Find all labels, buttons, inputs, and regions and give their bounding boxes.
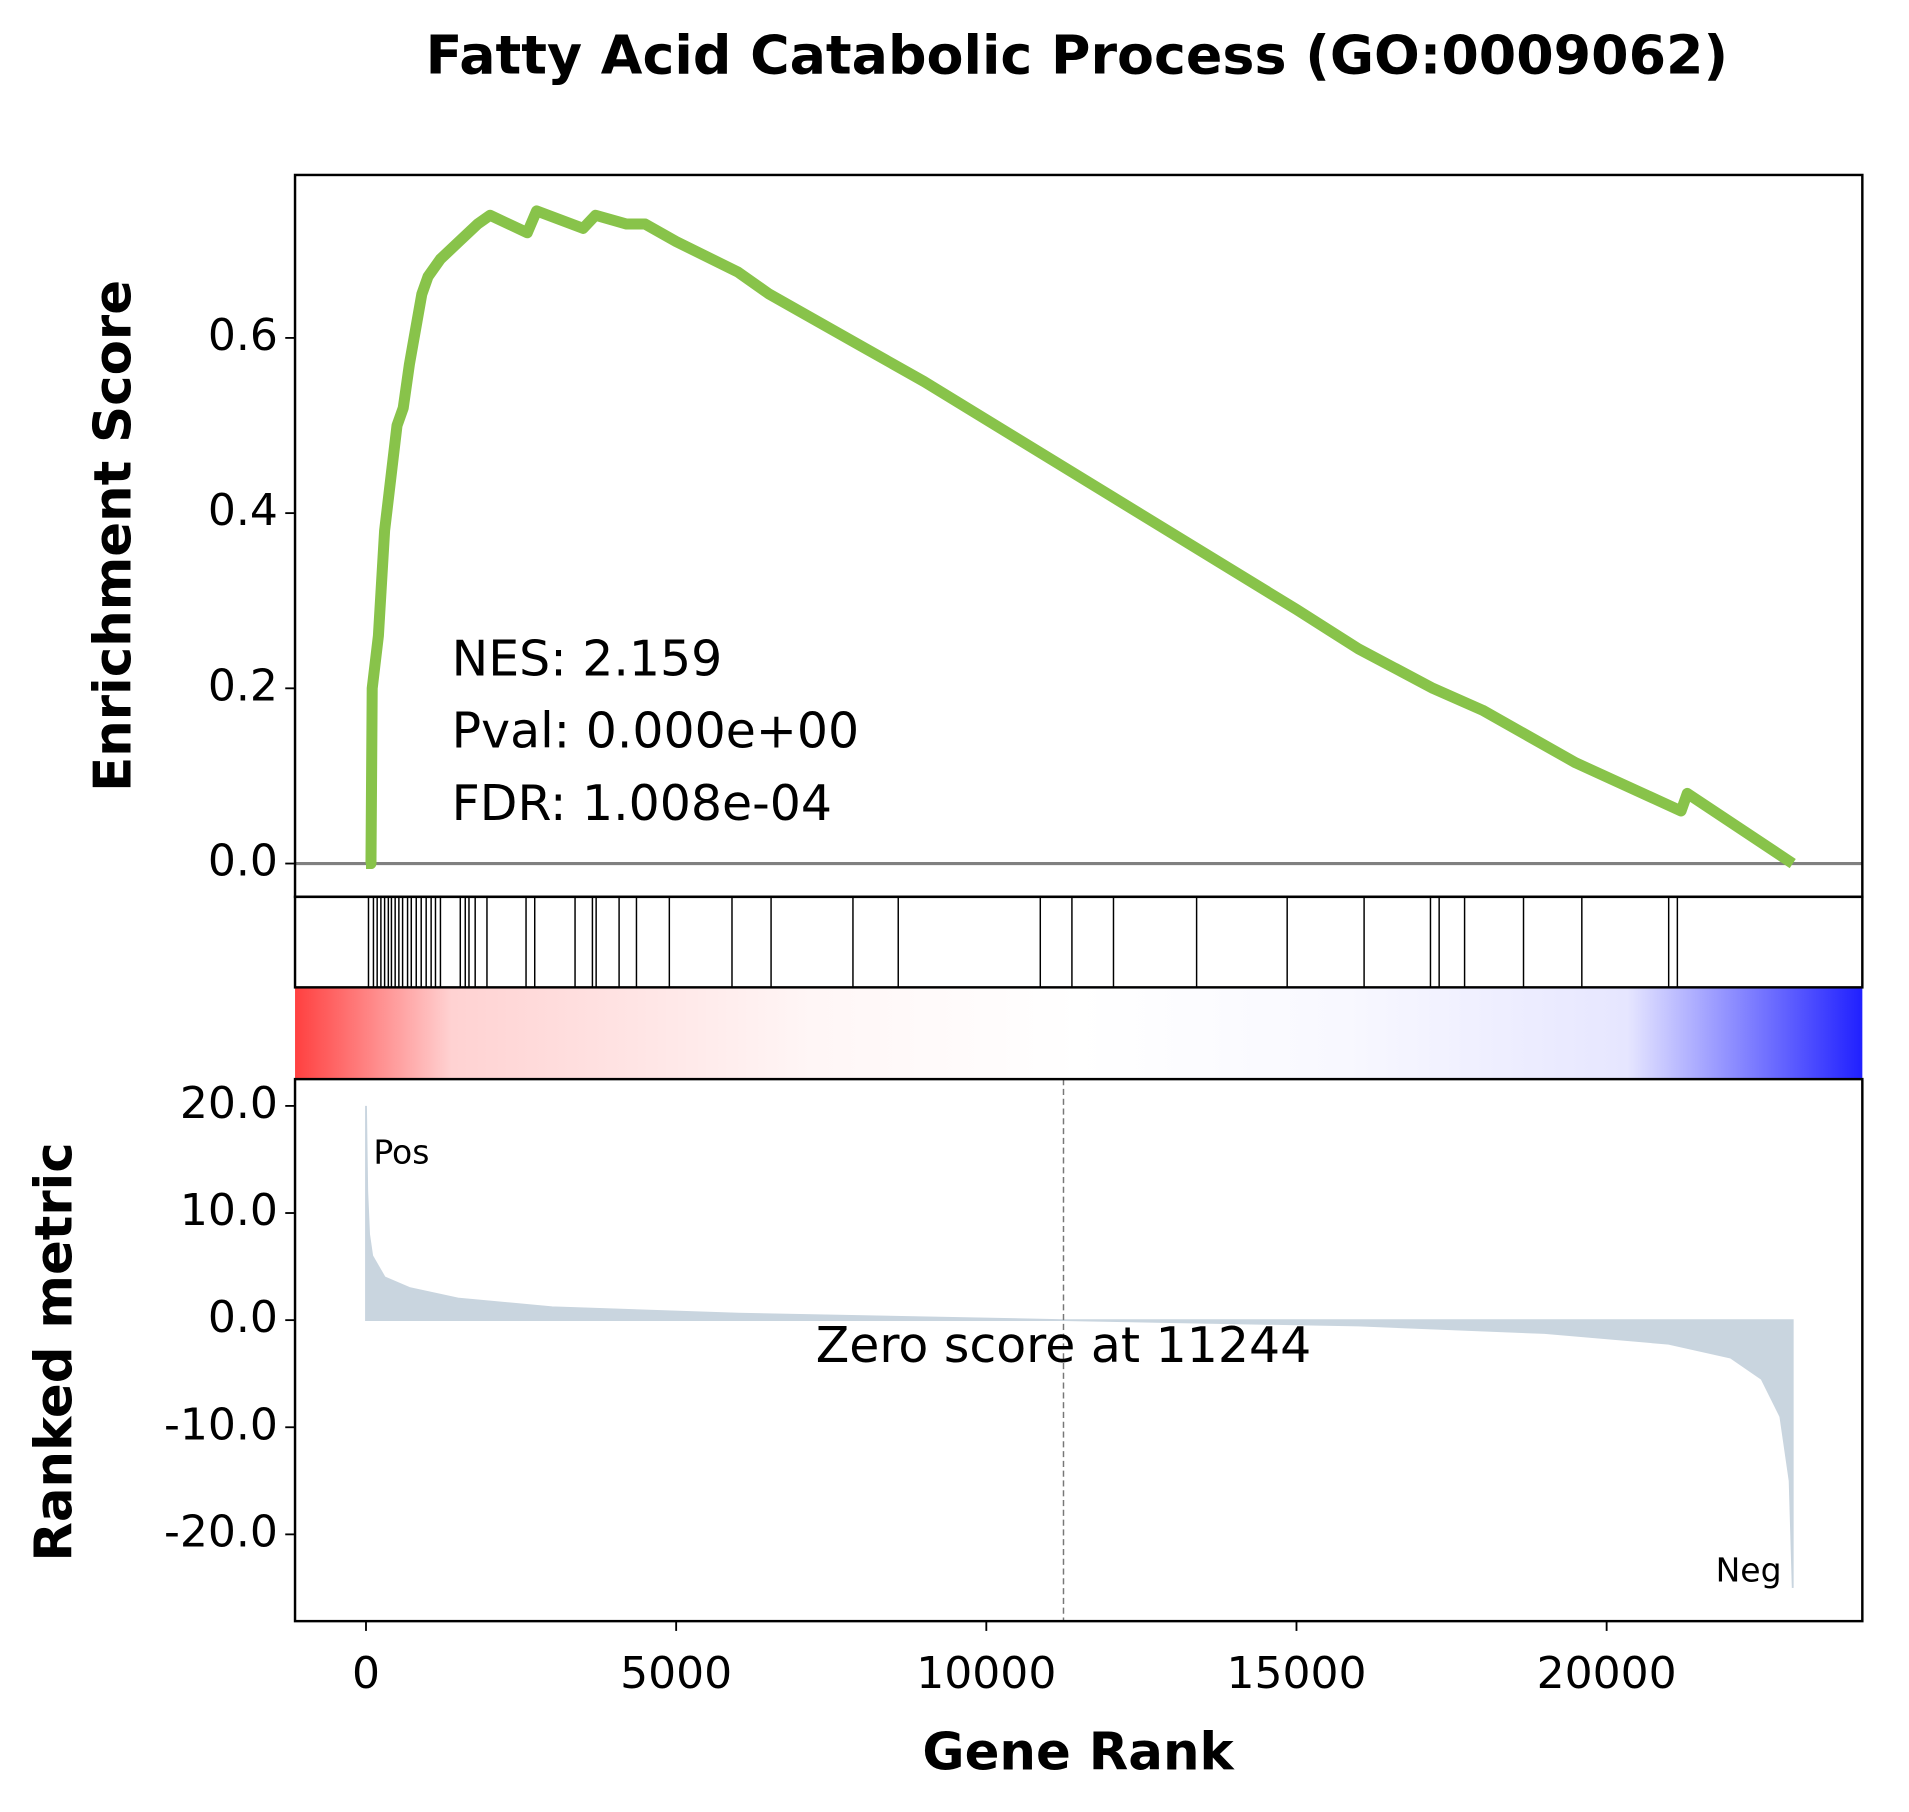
plot-frame (293, 1077, 1864, 1623)
x-tick-label: 0 (352, 1648, 380, 1699)
annotation: NES: 2.159 (452, 630, 723, 687)
annotation: FDR: 1.008e-04 (452, 775, 832, 832)
x-tick-label: 15000 (1226, 1648, 1366, 1699)
y-tick-label: -20.0 (164, 1506, 278, 1557)
zero-label: Zero score at 11244 (816, 1317, 1311, 1374)
x-tick-label: 5000 (620, 1648, 732, 1699)
x-tick-label: 10000 (916, 1648, 1056, 1699)
neg-label: Neg (1716, 1551, 1782, 1590)
color-bar (295, 987, 1863, 1080)
y-tick-label: 0.0 (208, 836, 278, 887)
y-tick-label: 0.2 (208, 660, 278, 711)
y-tick-label: 20.0 (180, 1078, 278, 1129)
chart-title: Fatty Acid Catabolic Process (GO:0009062… (426, 23, 1729, 86)
plot-frame (293, 895, 1864, 989)
y-tick-label: -10.0 (164, 1399, 278, 1450)
x-axis-label: Gene Rank (922, 1723, 1235, 1783)
y-axis-label: Ranked metric (25, 1142, 85, 1561)
annotation: Pval: 0.000e+00 (452, 703, 859, 760)
y-tick-label: 10.0 (180, 1185, 278, 1236)
pos-label: Pos (373, 1132, 429, 1171)
y-tick-label: 0.4 (208, 485, 278, 536)
y-tick-label: 0.6 (208, 310, 278, 361)
enrichment-line (365, 205, 1796, 870)
x-tick-label: 20000 (1537, 1648, 1677, 1699)
y-tick-label: 0.0 (208, 1292, 278, 1343)
y-axis-label: Enrichment Score (83, 280, 143, 792)
